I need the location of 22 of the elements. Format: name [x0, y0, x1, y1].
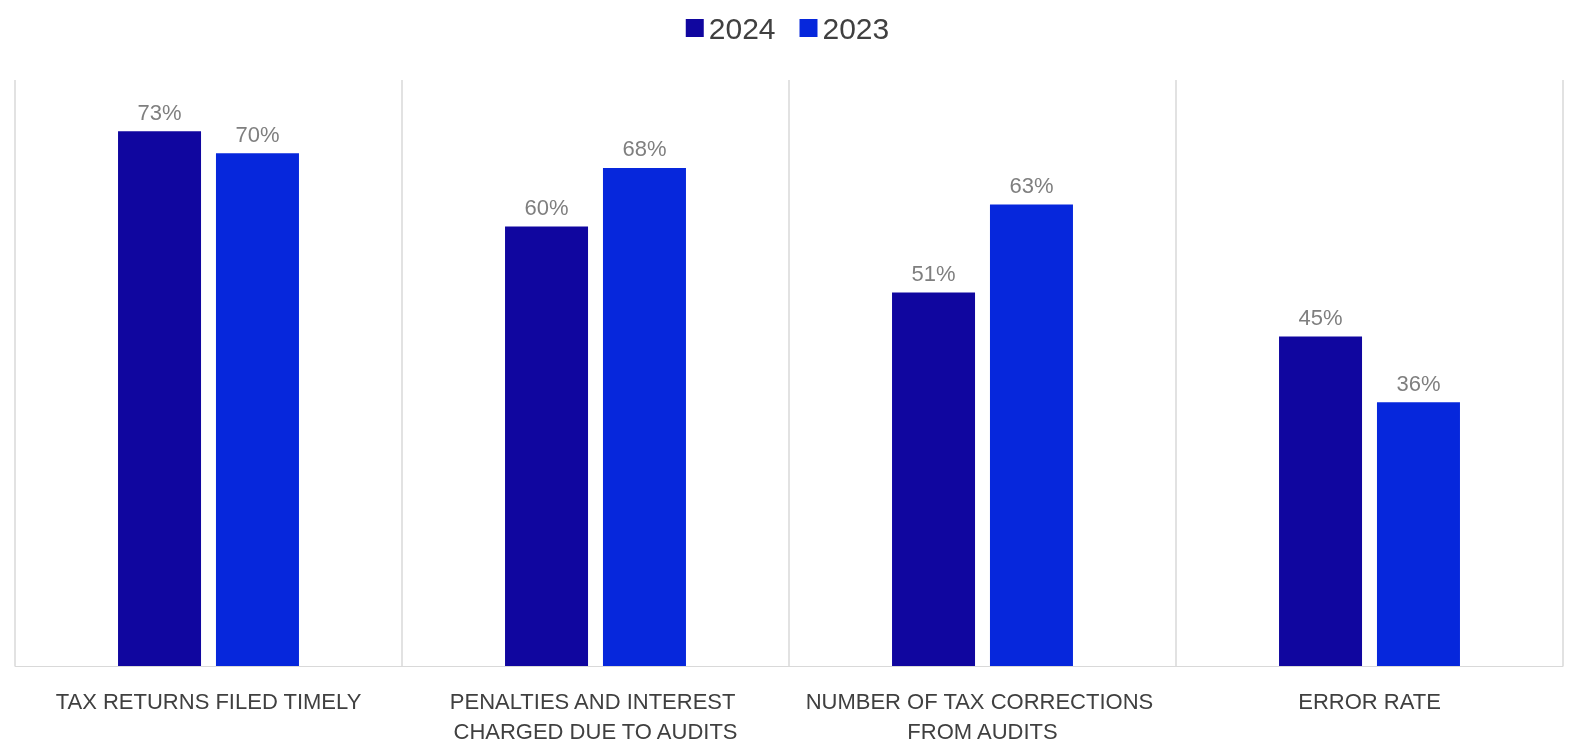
bar: [1376, 402, 1460, 666]
x-tick-label: TAX RETURNS FILED TIMELY: [55, 688, 362, 714]
bar: [602, 167, 686, 666]
data-label: 45%: [1298, 304, 1343, 330]
data-label: 68%: [622, 136, 667, 162]
data-label: 60%: [524, 195, 569, 220]
bar: [1279, 336, 1363, 666]
bar: [215, 153, 299, 666]
data-label: 70%: [235, 121, 280, 147]
x-tick-label: ERROR RATE: [1298, 688, 1441, 714]
legend-label: 2023: [822, 11, 890, 45]
data-label: 36%: [1396, 370, 1441, 396]
data-label: 51%: [911, 260, 956, 286]
bar: [505, 226, 589, 666]
bar: [118, 131, 202, 666]
bar: [989, 204, 1073, 666]
x-tick-label: PENALTIES AND INTEREST CHARGED DUE TO AUDITS: [449, 688, 742, 744]
x-tick-label: NUMBER OF TAX CORRECTIONS FROM AUDITS: [805, 688, 1160, 744]
data-label: 63%: [1009, 173, 1054, 199]
legend-label: 2024: [708, 11, 776, 45]
bar: [892, 292, 976, 666]
data-label: 73%: [137, 99, 182, 125]
